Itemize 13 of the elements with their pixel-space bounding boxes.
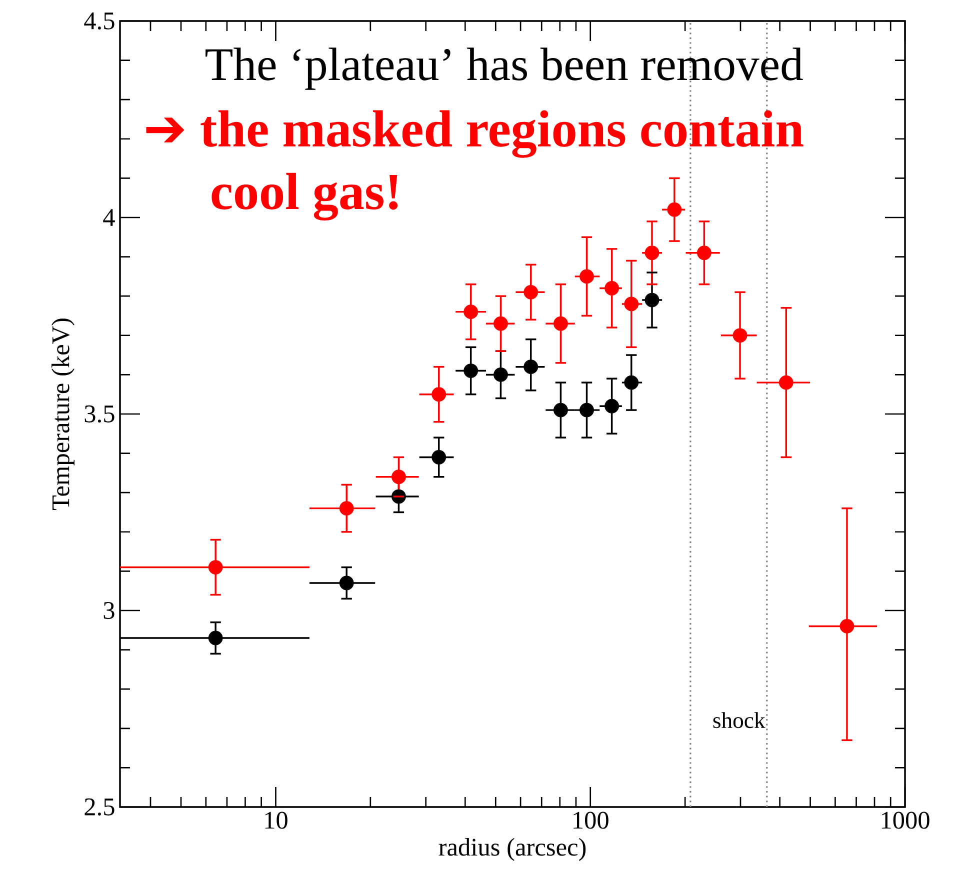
x-tick-label: 1000 xyxy=(882,812,930,829)
x-tick-label: 10 xyxy=(265,812,288,829)
y-tick-label: 2.5 xyxy=(84,798,114,816)
y-tick-label: 3.5 xyxy=(84,405,114,423)
y-tick-label: 4.5 xyxy=(84,12,114,30)
ref-line-label: shock xyxy=(713,712,766,728)
y-tick-label: 3 xyxy=(104,602,114,620)
x-axis-title: radius (arcsec) xyxy=(438,838,586,861)
y-tick-label: 4 xyxy=(103,209,115,226)
x-tick-label: 100 xyxy=(574,812,608,829)
annotation: The ‘plateau’ has been removed xyxy=(206,48,803,90)
y-axis-title: Temperature (keV) xyxy=(52,318,74,510)
annotation: ➔ the masked regions contain cool gas! xyxy=(146,110,804,220)
